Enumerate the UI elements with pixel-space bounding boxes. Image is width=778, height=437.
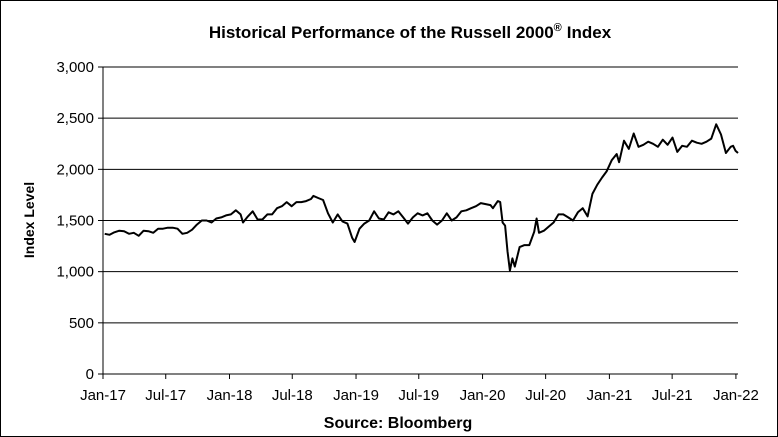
x-tick-label: Jul-20	[525, 387, 566, 404]
gridlines	[103, 66, 738, 324]
y-tick-label: 2,000	[56, 161, 94, 178]
x-tick-label: Jan-17	[80, 387, 126, 404]
x-tick-label: Jan-18	[207, 387, 253, 404]
y-tick-label: 1,500	[56, 213, 94, 230]
y-tick-label: 1,000	[56, 264, 94, 281]
y-axis-title: Index Level	[21, 182, 37, 258]
y-tick-label: 500	[69, 315, 94, 332]
y-axis-ticks: 0 500 1,000 1,500 2,000 2,500 3,000	[56, 59, 103, 383]
x-tick-label: Jan-20	[460, 387, 506, 404]
source-label: Source: Bloomberg	[324, 415, 472, 432]
x-tick-label: Jul-18	[272, 387, 313, 404]
chart-title: Historical Performance of the Russell 20…	[209, 22, 612, 42]
x-tick-label: Jul-19	[398, 387, 439, 404]
x-tick-label: Jan-22	[713, 387, 759, 404]
x-tick-label: Jul-17	[145, 387, 186, 404]
x-tick-label: Jan-21	[586, 387, 632, 404]
x-tick-label: Jan-19	[333, 387, 379, 404]
y-tick-label: 2,500	[56, 110, 94, 127]
x-tick-label: Jul-21	[652, 387, 693, 404]
series-line	[104, 123, 739, 272]
x-axis-ticks: Jan-17 Jul-17 Jan-18 Jul-18 Jan-19 Jul-19 Jan-…	[80, 374, 759, 404]
y-tick-label: 3,000	[56, 59, 94, 76]
y-tick-label: 0	[86, 366, 94, 383]
